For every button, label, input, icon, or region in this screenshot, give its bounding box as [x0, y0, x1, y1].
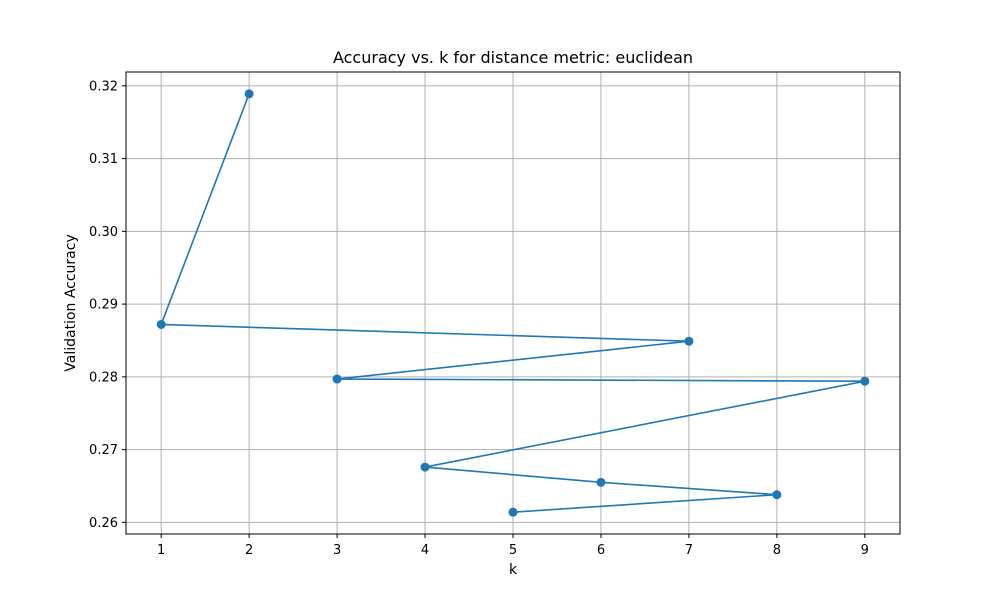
x-tick-label: 6 [597, 543, 605, 558]
y-tick-label: 0.26 [89, 516, 118, 531]
data-point [508, 507, 518, 517]
series-layer [156, 89, 870, 517]
x-tick-label: 1 [157, 543, 165, 558]
x-tick-label: 7 [685, 543, 693, 558]
data-point [596, 477, 606, 487]
x-tick-label: 5 [509, 543, 517, 558]
data-point [244, 89, 254, 99]
y-tick-label: 0.31 [89, 152, 118, 167]
y-tick-label: 0.30 [89, 225, 118, 240]
x-tick-label: 2 [245, 543, 253, 558]
y-axis-label: Validation Accuracy [63, 234, 79, 372]
x-tick-label: 3 [333, 543, 341, 558]
data-point [772, 490, 782, 500]
y-tick-label: 0.27 [89, 443, 118, 458]
data-point [860, 376, 870, 386]
y-tick-label: 0.28 [89, 370, 118, 385]
data-point [684, 336, 694, 346]
x-tick-label: 4 [421, 543, 429, 558]
x-axis-label: k [509, 562, 518, 578]
data-point [156, 319, 166, 329]
x-tick-label: 8 [773, 543, 781, 558]
y-tick-label: 0.29 [89, 298, 118, 313]
data-point [420, 462, 430, 472]
grid-layer [126, 72, 900, 534]
data-point [332, 374, 342, 384]
y-tick-label: 0.32 [89, 79, 118, 94]
tick-layer: 1 2 3 4 5 6 7 8 9 0.26 0.27 0.28 0.29 0.30 0.31 0.32 [89, 79, 869, 558]
x-tick-label: 9 [861, 543, 869, 558]
chart-title: Accuracy vs. k for distance metric: eucl… [333, 48, 693, 67]
